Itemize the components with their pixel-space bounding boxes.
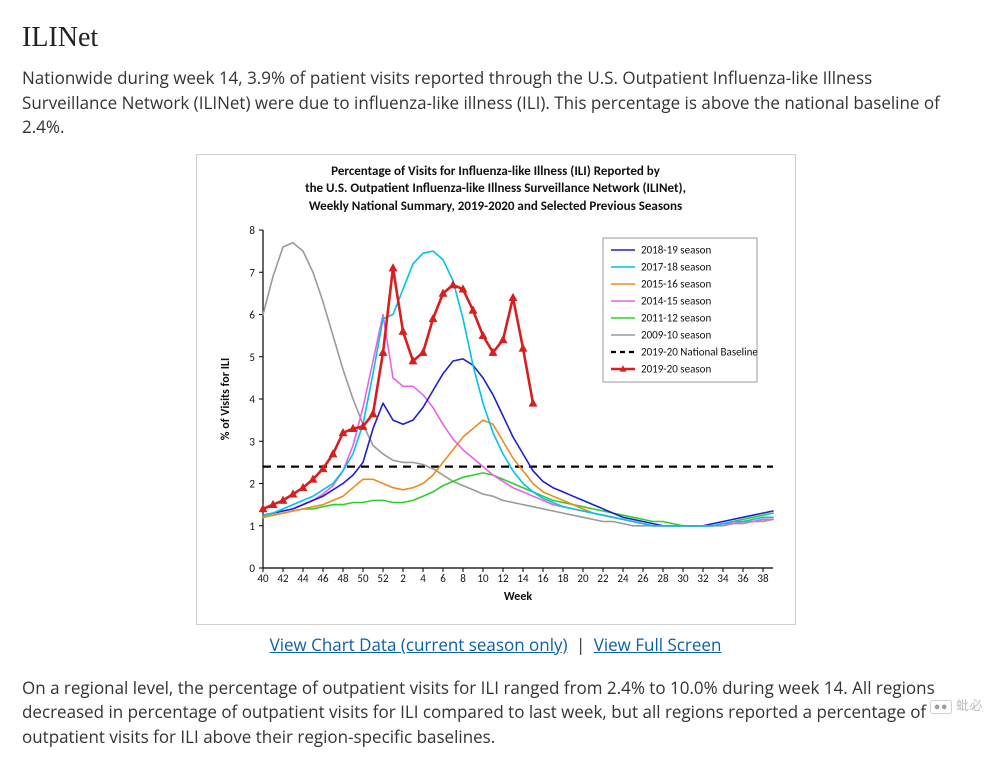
- svg-text:38: 38: [757, 572, 769, 585]
- chart-container: Percentage of Visits for Influenza-like …: [196, 154, 796, 625]
- svg-text:2: 2: [249, 477, 255, 490]
- svg-text:7: 7: [249, 266, 255, 279]
- svg-text:48: 48: [337, 572, 349, 585]
- svg-text:8: 8: [460, 572, 466, 585]
- ili-line-chart: 012345678% of Visits for ILI404244464850…: [205, 220, 787, 620]
- svg-text:10: 10: [477, 572, 489, 585]
- svg-text:2015-16 season: 2015-16 season: [641, 277, 711, 290]
- svg-text:40: 40: [257, 572, 269, 585]
- svg-text:44: 44: [297, 572, 309, 585]
- svg-text:% of Visits for ILI: % of Visits for ILI: [219, 357, 233, 439]
- svg-text:2017-18 season: 2017-18 season: [641, 260, 711, 273]
- svg-text:22: 22: [597, 572, 609, 585]
- svg-text:42: 42: [277, 572, 289, 585]
- svg-text:1: 1: [249, 519, 255, 532]
- outro-paragraph: On a regional level, the percentage of o…: [22, 676, 969, 750]
- section-title: ILINet: [22, 22, 969, 54]
- svg-text:2: 2: [400, 572, 406, 585]
- svg-text:18: 18: [557, 572, 569, 585]
- svg-text:14: 14: [517, 572, 529, 585]
- link-separator: |: [572, 633, 589, 656]
- chart-title-line: Percentage of Visits for Influenza-like …: [205, 163, 787, 181]
- svg-text:Week: Week: [503, 590, 532, 604]
- chart-title: Percentage of Visits for Influenza-like …: [205, 163, 787, 216]
- svg-text:2009-10 season: 2009-10 season: [641, 328, 711, 341]
- view-chart-data-link[interactable]: View Chart Data (current season only): [270, 633, 568, 656]
- svg-text:20: 20: [577, 572, 589, 585]
- svg-text:2014-15 season: 2014-15 season: [641, 294, 711, 307]
- svg-text:24: 24: [617, 572, 629, 585]
- svg-text:3: 3: [249, 435, 255, 448]
- svg-text:4: 4: [249, 393, 255, 406]
- svg-text:16: 16: [537, 572, 549, 585]
- svg-text:2019-20 season: 2019-20 season: [641, 362, 711, 375]
- intro-paragraph: Nationwide during week 14, 3.9% of patie…: [22, 66, 969, 140]
- svg-text:50: 50: [357, 572, 369, 585]
- svg-text:2018-19 season: 2018-19 season: [641, 243, 711, 256]
- svg-text:6: 6: [440, 572, 446, 585]
- view-full-screen-link[interactable]: View Full Screen: [594, 633, 722, 656]
- svg-text:6: 6: [249, 308, 255, 321]
- chart-title-line: Weekly National Summary, 2019-2020 and S…: [205, 198, 787, 216]
- svg-text:4: 4: [420, 572, 426, 585]
- chart-title-line: the U.S. Outpatient Influenza-like Illne…: [205, 180, 787, 198]
- svg-text:36: 36: [737, 572, 749, 585]
- svg-text:26: 26: [637, 572, 649, 585]
- chart-links: View Chart Data (current season only) | …: [22, 633, 969, 656]
- svg-text:12: 12: [497, 572, 509, 585]
- svg-text:5: 5: [249, 350, 255, 363]
- svg-text:46: 46: [317, 572, 329, 585]
- svg-text:2011-12 season: 2011-12 season: [641, 311, 711, 324]
- svg-text:32: 32: [697, 572, 709, 585]
- svg-text:0: 0: [249, 562, 255, 575]
- svg-text:34: 34: [717, 572, 729, 585]
- svg-text:28: 28: [657, 572, 669, 585]
- svg-text:52: 52: [377, 572, 389, 585]
- svg-text:30: 30: [677, 572, 689, 585]
- svg-text:2019-20 National Baseline: 2019-20 National Baseline: [641, 345, 758, 358]
- svg-text:8: 8: [249, 224, 255, 237]
